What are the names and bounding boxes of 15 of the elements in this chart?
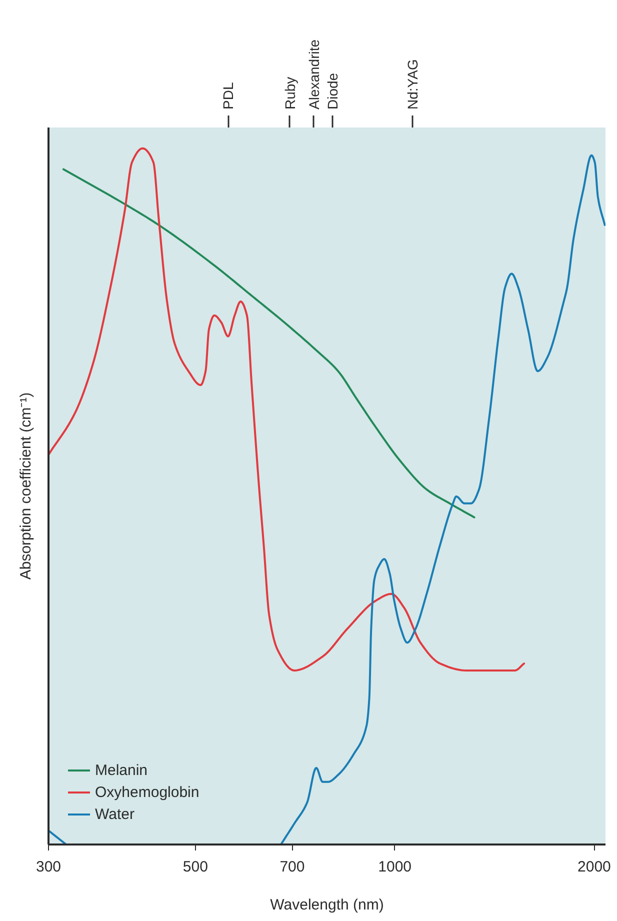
x-tick-label: 2000 — [578, 858, 611, 876]
x-tick-label: 700 — [280, 858, 305, 876]
legend-label: Water — [95, 805, 134, 823]
ref-line-label: Alexandrite — [306, 39, 322, 110]
x-tick-label: 500 — [182, 858, 208, 876]
x-tick-label: 1000 — [378, 858, 412, 876]
ref-line-label: Nd:YAG — [404, 59, 421, 110]
legend-label: Oxyhemoglobin — [95, 783, 200, 801]
x-axis-title: Wavelength (nm) — [270, 896, 384, 914]
legend-label: Melanin — [95, 761, 148, 779]
ref-line-label: Ruby — [282, 76, 298, 110]
y-axis-title: Absorption coefficient (cm⁻¹) — [18, 392, 34, 580]
ref-line-label: PDL — [220, 82, 236, 110]
ref-line-label: Diode — [324, 72, 340, 110]
x-tick-label: 300 — [36, 858, 62, 876]
